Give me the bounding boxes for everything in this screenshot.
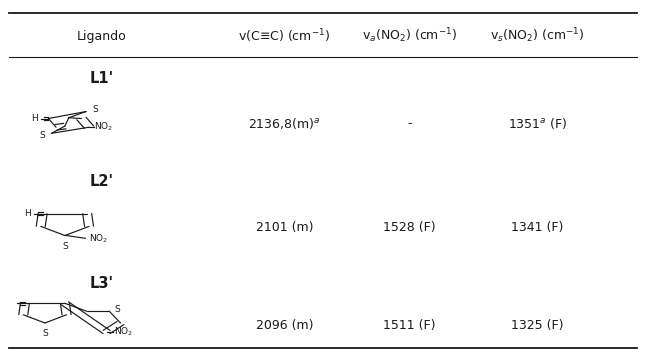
Text: 1341 (F): 1341 (F) — [512, 221, 564, 234]
Text: S: S — [62, 242, 68, 251]
Text: -: - — [407, 117, 412, 130]
Text: H: H — [25, 209, 31, 218]
Text: NO$_2$: NO$_2$ — [89, 232, 108, 245]
Text: 1325 (F): 1325 (F) — [511, 319, 564, 332]
Text: H: H — [31, 114, 37, 123]
Text: S: S — [42, 329, 48, 338]
Text: L1': L1' — [90, 70, 114, 86]
Text: L3': L3' — [90, 276, 114, 290]
Text: v$_s$(NO$_2$) (cm$^{-1}$): v$_s$(NO$_2$) (cm$^{-1}$) — [490, 27, 585, 46]
Text: Ligando: Ligando — [77, 30, 127, 43]
Text: S: S — [92, 105, 98, 114]
Text: S: S — [114, 305, 120, 314]
Text: v(C≡C) (cm$^{-1}$): v(C≡C) (cm$^{-1}$) — [238, 27, 331, 45]
Text: 1528 (F): 1528 (F) — [383, 221, 436, 234]
Text: v$_a$(NO$_2$) (cm$^{-1}$): v$_a$(NO$_2$) (cm$^{-1}$) — [362, 27, 457, 46]
Text: 1511 (F): 1511 (F) — [383, 319, 435, 332]
Text: 2101 (m): 2101 (m) — [256, 221, 313, 234]
Text: 1351$^a$ (F): 1351$^a$ (F) — [508, 116, 567, 131]
Text: S: S — [39, 131, 45, 140]
Text: NO$_2$: NO$_2$ — [114, 326, 134, 338]
Text: 2096 (m): 2096 (m) — [256, 319, 313, 332]
Text: NO$_2$: NO$_2$ — [94, 121, 114, 134]
Text: 2136,8(m)$^a$: 2136,8(m)$^a$ — [248, 116, 321, 131]
Text: L2': L2' — [90, 174, 114, 189]
